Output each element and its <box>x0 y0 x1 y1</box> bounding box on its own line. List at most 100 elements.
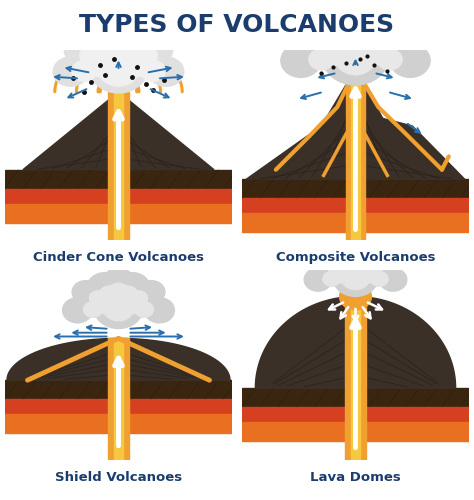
Bar <box>5 204 232 223</box>
Circle shape <box>109 283 128 298</box>
Circle shape <box>71 42 115 80</box>
Circle shape <box>347 254 364 269</box>
Circle shape <box>357 264 379 283</box>
Circle shape <box>103 295 134 321</box>
Circle shape <box>121 50 153 76</box>
Bar <box>351 69 360 240</box>
Bar <box>5 399 232 414</box>
Circle shape <box>145 298 174 323</box>
Circle shape <box>103 268 134 293</box>
Circle shape <box>149 57 184 86</box>
Circle shape <box>329 28 359 53</box>
Circle shape <box>82 28 123 62</box>
Bar <box>5 188 232 204</box>
Circle shape <box>72 280 100 303</box>
Circle shape <box>93 294 117 314</box>
Bar <box>351 296 360 460</box>
Text: Cinder Cone Volcanoes: Cinder Cone Volcanoes <box>33 252 204 264</box>
Circle shape <box>323 272 340 286</box>
Circle shape <box>121 285 159 317</box>
Circle shape <box>130 291 147 305</box>
Circle shape <box>367 262 383 275</box>
Circle shape <box>115 40 145 64</box>
Circle shape <box>63 298 92 323</box>
Circle shape <box>335 40 376 74</box>
Circle shape <box>64 37 96 64</box>
Circle shape <box>106 36 131 56</box>
Circle shape <box>327 245 359 272</box>
Circle shape <box>309 49 334 70</box>
Circle shape <box>135 46 157 65</box>
Circle shape <box>114 272 150 302</box>
Circle shape <box>99 286 121 304</box>
Bar <box>5 380 232 399</box>
Circle shape <box>101 22 136 52</box>
Circle shape <box>114 28 155 62</box>
Circle shape <box>318 256 353 286</box>
Circle shape <box>72 60 97 82</box>
Circle shape <box>371 272 388 286</box>
Circle shape <box>90 291 107 305</box>
Circle shape <box>137 280 165 303</box>
Circle shape <box>352 245 384 272</box>
Polygon shape <box>255 296 456 388</box>
Circle shape <box>317 35 339 54</box>
Circle shape <box>358 256 393 286</box>
Circle shape <box>53 57 88 86</box>
Circle shape <box>339 284 372 310</box>
Circle shape <box>352 28 382 53</box>
Circle shape <box>92 40 122 64</box>
Bar <box>242 388 469 407</box>
Bar <box>242 179 469 198</box>
Circle shape <box>293 21 330 52</box>
Bar <box>114 338 123 460</box>
Circle shape <box>379 268 407 291</box>
Bar <box>345 296 366 460</box>
Circle shape <box>281 44 321 78</box>
Circle shape <box>120 294 144 314</box>
Circle shape <box>359 27 410 70</box>
Circle shape <box>350 10 397 50</box>
Circle shape <box>98 52 139 86</box>
Bar <box>242 407 469 422</box>
Circle shape <box>342 241 369 264</box>
Bar <box>242 214 469 233</box>
Circle shape <box>301 27 352 70</box>
Polygon shape <box>246 69 465 179</box>
Circle shape <box>377 49 402 70</box>
Circle shape <box>141 37 173 64</box>
Bar <box>5 170 232 188</box>
Circle shape <box>304 268 332 291</box>
Circle shape <box>94 288 143 329</box>
Bar <box>242 198 469 214</box>
Circle shape <box>90 45 147 93</box>
Circle shape <box>80 46 102 65</box>
Polygon shape <box>23 92 214 170</box>
Circle shape <box>78 285 116 317</box>
Circle shape <box>314 10 361 50</box>
Circle shape <box>343 24 368 45</box>
Circle shape <box>140 60 165 82</box>
Text: TYPES OF VOLCANOES: TYPES OF VOLCANOES <box>80 12 394 36</box>
Bar <box>346 69 365 240</box>
Circle shape <box>83 302 102 318</box>
Circle shape <box>333 259 378 296</box>
Text: Composite Volcanoes: Composite Volcanoes <box>276 252 435 264</box>
Circle shape <box>135 302 154 318</box>
Bar <box>242 422 469 441</box>
Circle shape <box>122 42 166 80</box>
Circle shape <box>390 44 430 78</box>
Circle shape <box>358 38 390 65</box>
Circle shape <box>323 30 388 85</box>
Circle shape <box>332 264 354 283</box>
Circle shape <box>328 262 344 275</box>
Circle shape <box>321 38 353 65</box>
Circle shape <box>337 257 358 274</box>
Circle shape <box>116 286 138 304</box>
Circle shape <box>381 21 418 52</box>
Bar <box>114 92 123 240</box>
Circle shape <box>87 272 123 302</box>
Bar <box>108 338 129 460</box>
Circle shape <box>313 252 338 274</box>
Circle shape <box>336 4 375 38</box>
